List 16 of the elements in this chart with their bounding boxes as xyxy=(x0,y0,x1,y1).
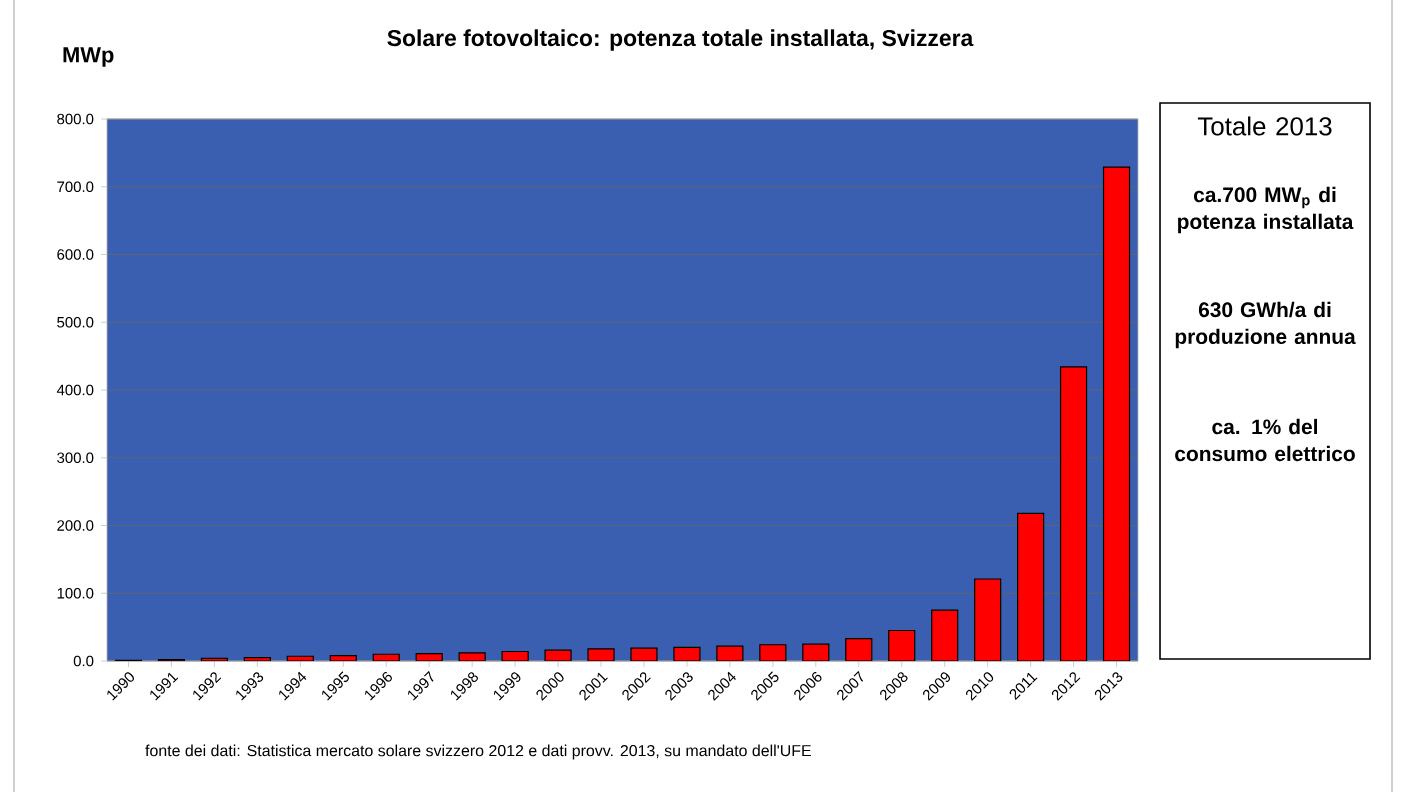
text: ca.700 MW$_{p}$ di potenza installata xyxy=(1178,186,1354,234)
text: Totale 2013 xyxy=(1197,116,1332,136)
y-axis-title: MWp xyxy=(63,47,114,67)
y-tick-label: 100.0 xyxy=(57,587,94,599)
y-tick-label: 800.0 xyxy=(57,113,94,125)
y-tick-label: 700.0 xyxy=(57,181,94,193)
y-tick-label: 300.0 xyxy=(57,452,94,464)
text: ca. 1% del consumo elettrico xyxy=(1175,418,1355,462)
y-tick-label: 500.0 xyxy=(57,316,94,328)
text: 630 GWh/a di produzione annua xyxy=(1175,301,1356,349)
y-tick-label: 600.0 xyxy=(57,249,94,260)
y-tick-label: 400.0 xyxy=(56,384,94,396)
y-tick-label: 200.0 xyxy=(57,520,94,531)
source-note: fonte dei dati: Statistica mercato solare svizzero 2012 e dati provv. 2013, su mandato dell'UFE xyxy=(145,744,811,760)
y-tick-label: 0.0 xyxy=(73,655,94,667)
chart-title: Solare fotovoltaico: potenza totale installata, Svizzera xyxy=(387,29,974,51)
